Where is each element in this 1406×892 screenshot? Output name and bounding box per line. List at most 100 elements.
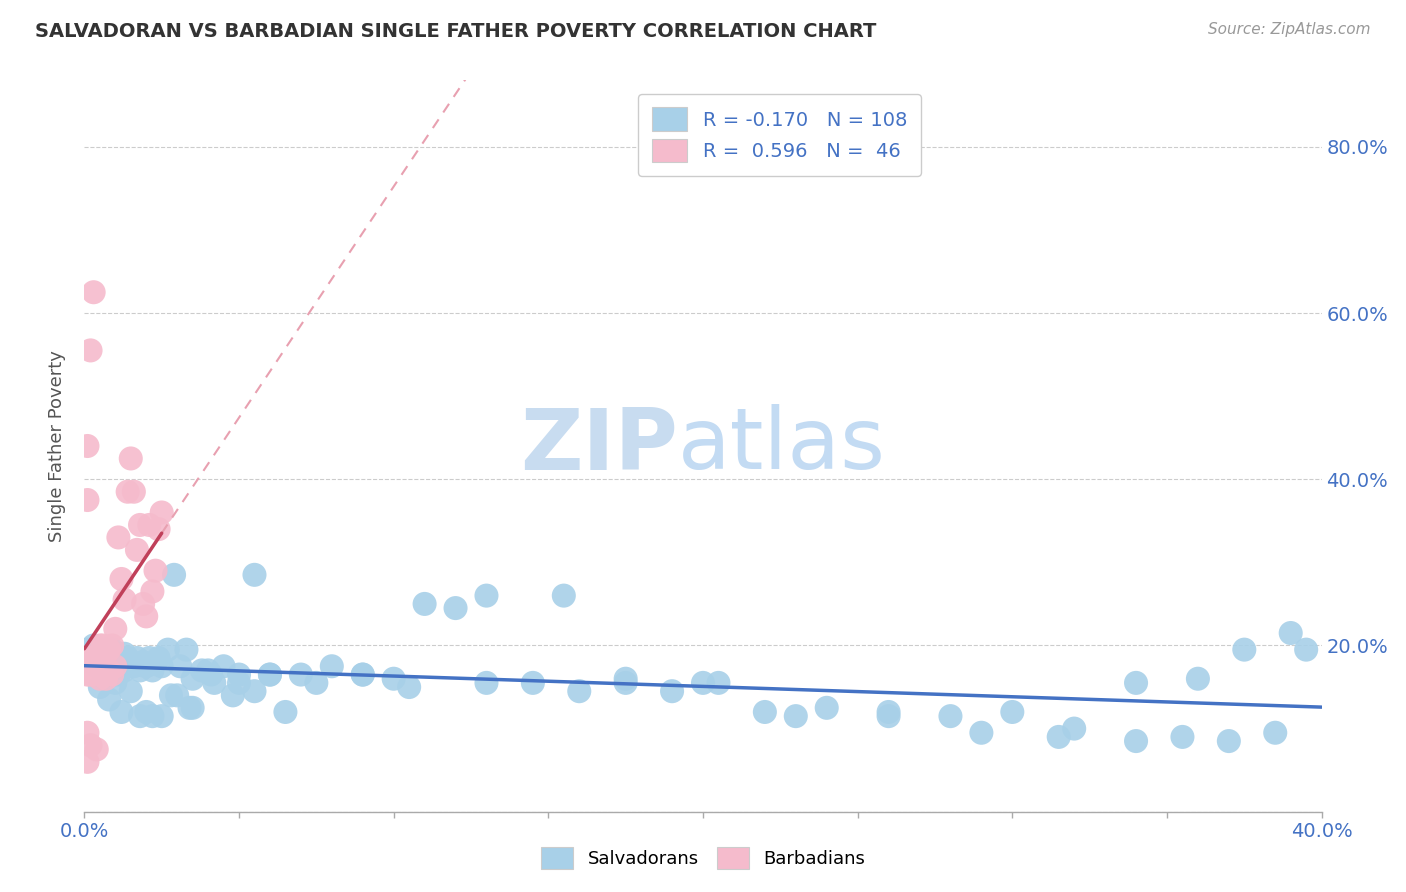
Legend: Salvadorans, Barbadians: Salvadorans, Barbadians <box>531 838 875 879</box>
Point <box>141 709 163 723</box>
Point <box>1125 734 1147 748</box>
Point <box>1264 725 1286 739</box>
Point <box>91 651 114 665</box>
Point <box>107 667 129 681</box>
Point <box>1001 705 1024 719</box>
Point <box>83 651 105 665</box>
Point <box>614 676 637 690</box>
Point <box>815 701 838 715</box>
Point <box>101 667 124 681</box>
Point <box>141 584 163 599</box>
Point <box>1233 642 1256 657</box>
Point <box>150 659 173 673</box>
Point <box>522 676 544 690</box>
Point <box>135 705 157 719</box>
Point <box>120 655 142 669</box>
Point <box>101 664 124 678</box>
Point <box>1125 676 1147 690</box>
Point <box>1187 672 1209 686</box>
Point <box>290 667 312 681</box>
Point <box>79 738 101 752</box>
Point <box>94 642 117 657</box>
Point <box>91 664 114 678</box>
Point <box>1218 734 1240 748</box>
Y-axis label: Single Father Poverty: Single Father Poverty <box>48 350 66 542</box>
Point <box>202 676 225 690</box>
Point <box>76 725 98 739</box>
Point <box>169 659 191 673</box>
Point <box>181 701 204 715</box>
Point <box>122 484 145 499</box>
Point <box>76 651 98 665</box>
Text: ZIP: ZIP <box>520 404 678 488</box>
Point <box>150 709 173 723</box>
Point <box>104 659 127 673</box>
Point <box>135 609 157 624</box>
Point <box>114 647 136 661</box>
Point <box>98 664 121 678</box>
Point <box>104 622 127 636</box>
Point <box>150 506 173 520</box>
Point <box>76 659 98 673</box>
Point <box>89 639 111 653</box>
Point <box>1171 730 1194 744</box>
Point <box>110 705 132 719</box>
Point <box>166 689 188 703</box>
Point <box>707 676 730 690</box>
Point <box>1295 642 1317 657</box>
Point <box>352 667 374 681</box>
Point <box>101 642 124 657</box>
Point <box>222 689 245 703</box>
Point <box>79 343 101 358</box>
Point <box>877 705 900 719</box>
Point <box>1279 626 1302 640</box>
Point <box>83 651 105 665</box>
Point <box>132 597 155 611</box>
Point <box>86 651 108 665</box>
Point <box>228 667 250 681</box>
Point <box>79 651 101 665</box>
Point <box>83 639 105 653</box>
Point <box>191 664 214 678</box>
Point <box>117 651 139 665</box>
Point <box>110 659 132 673</box>
Point <box>160 689 183 703</box>
Point <box>259 667 281 681</box>
Point <box>98 659 121 673</box>
Point <box>243 567 266 582</box>
Point <box>89 680 111 694</box>
Legend: R = -0.170   N = 108, R =  0.596   N =  46: R = -0.170 N = 108, R = 0.596 N = 46 <box>638 94 921 176</box>
Point <box>104 647 127 661</box>
Point <box>98 651 121 665</box>
Point <box>79 647 101 661</box>
Text: atlas: atlas <box>678 404 886 488</box>
Point <box>274 705 297 719</box>
Point <box>382 672 405 686</box>
Point <box>91 659 114 673</box>
Point <box>98 642 121 657</box>
Point <box>94 664 117 678</box>
Point <box>305 676 328 690</box>
Point <box>86 742 108 756</box>
Point <box>104 676 127 690</box>
Point <box>398 680 420 694</box>
Point <box>352 667 374 681</box>
Point <box>785 709 807 723</box>
Point <box>145 655 167 669</box>
Point <box>138 518 160 533</box>
Point <box>89 672 111 686</box>
Point <box>129 709 152 723</box>
Point <box>259 667 281 681</box>
Point <box>76 493 98 508</box>
Point <box>129 518 152 533</box>
Point <box>86 647 108 661</box>
Point <box>86 659 108 673</box>
Point <box>91 639 114 653</box>
Point <box>141 664 163 678</box>
Point <box>76 755 98 769</box>
Point <box>94 647 117 661</box>
Point <box>475 589 498 603</box>
Point <box>132 655 155 669</box>
Point <box>444 601 467 615</box>
Point <box>970 725 993 739</box>
